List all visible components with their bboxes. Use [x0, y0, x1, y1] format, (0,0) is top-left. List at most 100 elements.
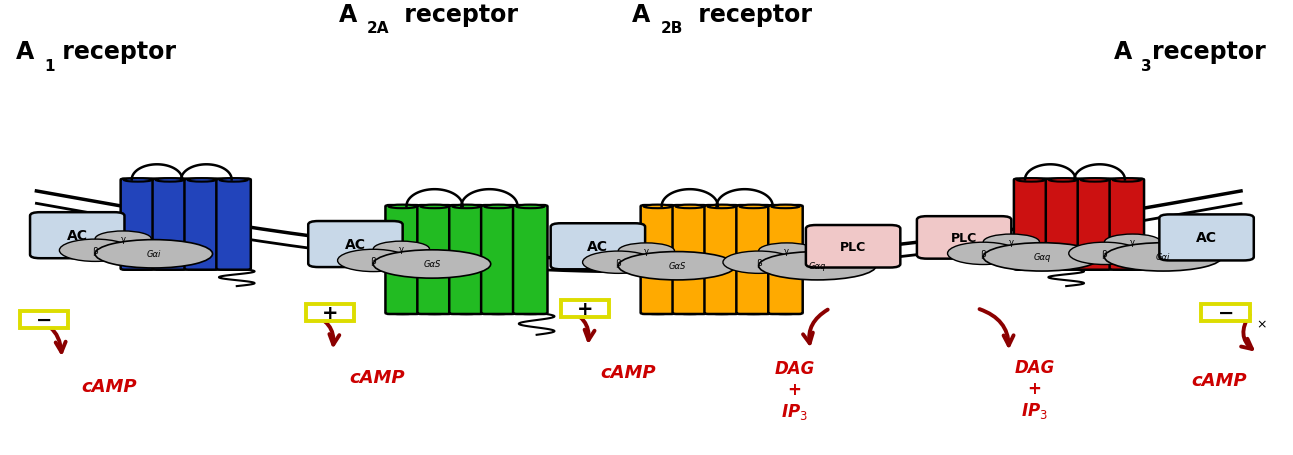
Text: γ: γ — [1130, 238, 1135, 247]
Text: A: A — [632, 3, 650, 26]
Ellipse shape — [707, 205, 736, 209]
Text: Gαq: Gαq — [808, 262, 826, 271]
Text: receptor: receptor — [1152, 40, 1266, 64]
FancyBboxPatch shape — [481, 206, 516, 314]
FancyBboxPatch shape — [1046, 179, 1080, 270]
FancyBboxPatch shape — [736, 206, 771, 314]
Ellipse shape — [96, 240, 212, 268]
Text: Gαi: Gαi — [146, 250, 162, 259]
Ellipse shape — [187, 267, 216, 271]
Ellipse shape — [983, 234, 1040, 250]
Text: cAMP: cAMP — [601, 364, 657, 382]
FancyBboxPatch shape — [308, 222, 402, 268]
Text: DAG
+
IP$_3$: DAG + IP$_3$ — [1014, 358, 1054, 420]
Ellipse shape — [516, 205, 544, 209]
Text: β: β — [1102, 249, 1107, 258]
Text: 3: 3 — [1142, 59, 1152, 74]
Ellipse shape — [983, 243, 1100, 272]
Ellipse shape — [516, 311, 544, 315]
Text: A: A — [1113, 40, 1131, 64]
Text: β: β — [756, 258, 762, 267]
Text: β: β — [980, 249, 987, 258]
FancyBboxPatch shape — [449, 206, 484, 314]
FancyBboxPatch shape — [513, 206, 547, 314]
Ellipse shape — [374, 242, 429, 257]
Ellipse shape — [389, 205, 416, 209]
Ellipse shape — [96, 232, 151, 247]
FancyBboxPatch shape — [120, 179, 155, 270]
Ellipse shape — [676, 205, 703, 209]
Ellipse shape — [1081, 267, 1109, 271]
Ellipse shape — [1049, 267, 1077, 271]
Ellipse shape — [618, 252, 736, 280]
Text: Gαq: Gαq — [1033, 253, 1051, 262]
Text: β: β — [370, 256, 376, 265]
FancyBboxPatch shape — [185, 179, 219, 270]
Ellipse shape — [583, 252, 654, 274]
Text: γ: γ — [120, 235, 125, 244]
Text: AC: AC — [1196, 231, 1217, 245]
Text: AC: AC — [587, 240, 609, 254]
Ellipse shape — [420, 205, 449, 209]
Ellipse shape — [1113, 179, 1140, 182]
Ellipse shape — [772, 311, 799, 315]
Text: γ: γ — [644, 247, 649, 256]
FancyBboxPatch shape — [672, 206, 707, 314]
Text: 2A: 2A — [367, 21, 389, 36]
Ellipse shape — [707, 311, 736, 315]
Bar — [19, 311, 69, 328]
Ellipse shape — [187, 179, 216, 182]
FancyBboxPatch shape — [705, 206, 738, 314]
Text: AC: AC — [67, 229, 88, 243]
Ellipse shape — [759, 252, 877, 280]
Ellipse shape — [740, 311, 768, 315]
FancyBboxPatch shape — [1160, 215, 1254, 261]
Text: +: + — [322, 303, 339, 323]
Text: 2B: 2B — [661, 21, 683, 36]
Text: Gαi: Gαi — [1156, 253, 1170, 262]
Text: receptor: receptor — [689, 3, 812, 26]
Text: γ: γ — [785, 247, 789, 256]
Text: cAMP: cAMP — [349, 368, 405, 386]
Ellipse shape — [59, 240, 131, 262]
FancyBboxPatch shape — [917, 217, 1011, 259]
Text: GαS: GαS — [668, 262, 685, 271]
Ellipse shape — [948, 243, 1019, 265]
FancyBboxPatch shape — [551, 224, 645, 270]
FancyBboxPatch shape — [640, 206, 675, 314]
Ellipse shape — [1081, 179, 1109, 182]
Text: −: − — [36, 310, 52, 329]
Text: cAMP: cAMP — [81, 377, 137, 395]
Ellipse shape — [1018, 179, 1045, 182]
Ellipse shape — [337, 250, 409, 272]
Bar — [305, 304, 354, 321]
FancyBboxPatch shape — [153, 179, 187, 270]
Ellipse shape — [485, 205, 512, 209]
Ellipse shape — [1104, 243, 1222, 272]
Ellipse shape — [155, 267, 184, 271]
Ellipse shape — [759, 243, 815, 259]
FancyBboxPatch shape — [216, 179, 251, 270]
Text: cAMP: cAMP — [1192, 371, 1248, 389]
Ellipse shape — [485, 311, 512, 315]
FancyBboxPatch shape — [1014, 179, 1049, 270]
Ellipse shape — [453, 311, 481, 315]
Ellipse shape — [723, 252, 794, 274]
Text: +: + — [577, 299, 593, 318]
Bar — [561, 300, 609, 317]
Text: DAG
+
IP$_3$: DAG + IP$_3$ — [775, 359, 815, 421]
Ellipse shape — [453, 205, 481, 209]
Text: GαS: GαS — [423, 260, 441, 269]
Ellipse shape — [676, 311, 703, 315]
FancyBboxPatch shape — [418, 206, 451, 314]
Ellipse shape — [772, 205, 799, 209]
Text: γ: γ — [1009, 238, 1014, 247]
Ellipse shape — [644, 311, 672, 315]
Ellipse shape — [124, 267, 153, 271]
FancyBboxPatch shape — [768, 206, 803, 314]
Ellipse shape — [374, 250, 491, 278]
FancyBboxPatch shape — [806, 226, 900, 268]
Ellipse shape — [1069, 243, 1140, 265]
Ellipse shape — [389, 311, 416, 315]
Text: receptor: receptor — [54, 40, 176, 64]
